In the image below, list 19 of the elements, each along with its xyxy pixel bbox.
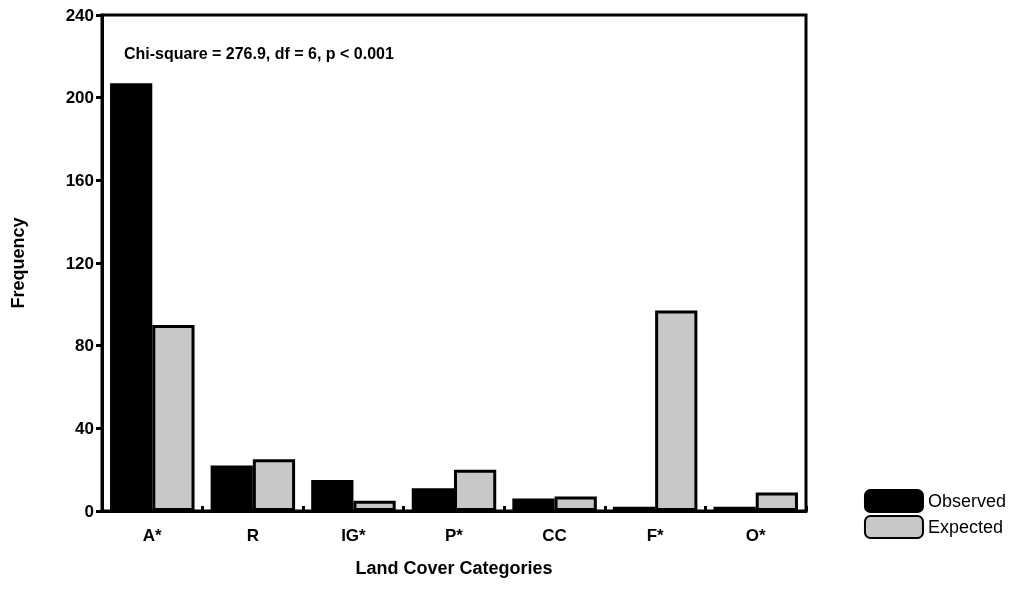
- y-tick-label: 200: [65, 88, 94, 108]
- x-tick-label: A*: [142, 526, 163, 545]
- y-tick-label: 160: [65, 170, 94, 190]
- x-tick-label: F*: [646, 526, 665, 545]
- y-tick-label: 0: [84, 501, 94, 521]
- y-tick-label: 80: [75, 336, 94, 356]
- y-axis-title: Frequency: [8, 217, 28, 309]
- x-tick-label: O*: [745, 526, 767, 545]
- x-tick-label: CC: [542, 526, 567, 545]
- y-tick-label: 240: [65, 5, 94, 25]
- x-tick-label: R: [246, 526, 259, 545]
- x-tick-label: P*: [445, 526, 464, 545]
- x-tick-label: IG*: [341, 526, 367, 545]
- y-tick-label: 40: [75, 418, 94, 438]
- legend-label: Expected: [927, 517, 1004, 537]
- x-axis-title: Land Cover Categories: [355, 558, 553, 578]
- annotation: Chi-square = 276.9, df = 6, p < 0.001: [124, 44, 395, 62]
- y-tick-label: 120: [65, 253, 94, 273]
- legend-label: Observed: [927, 491, 1007, 511]
